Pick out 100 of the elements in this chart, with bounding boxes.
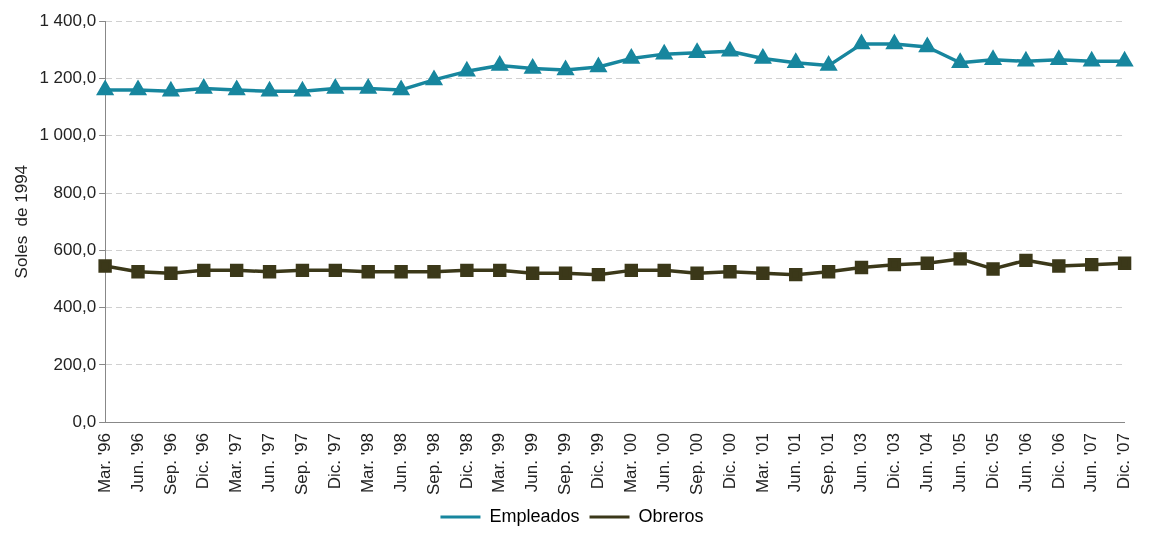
x-tick-label: Dic. '98	[456, 433, 476, 490]
point	[1085, 257, 1099, 272]
point	[427, 265, 441, 279]
point	[493, 263, 507, 278]
x-tick-label: Mar. '98	[357, 433, 377, 494]
y-tick-label: 1 200,0	[39, 68, 97, 88]
point	[1051, 51, 1067, 66]
y-tick-label: 800,0	[53, 182, 97, 202]
x-tick-label: Sep. '99	[555, 433, 575, 496]
x-tick-label: Dic. '97	[325, 433, 345, 490]
x-tick-label: Dic. '05	[982, 433, 1002, 490]
x-tick-label: Dic. '07	[1114, 433, 1134, 490]
x-tick-label: Dic. '99	[588, 433, 608, 490]
point	[656, 45, 672, 60]
point	[591, 267, 606, 282]
point	[952, 53, 968, 68]
y-tick-label: 0,0	[72, 411, 97, 431]
point	[721, 40, 739, 57]
point	[985, 51, 1001, 66]
point	[361, 265, 375, 279]
y-tick-label: 1 400,0	[39, 10, 97, 30]
point	[853, 35, 870, 50]
y-tick-label: 200,0	[53, 354, 97, 374]
x-tick-label: Jun. '96	[127, 433, 147, 493]
point	[164, 266, 178, 280]
point	[295, 263, 310, 278]
point	[623, 49, 640, 64]
point	[1115, 50, 1134, 67]
point	[690, 266, 704, 280]
point	[97, 81, 113, 96]
x-tick-label: Jun. '01	[785, 433, 805, 493]
x-tick-label: Sep. '97	[292, 433, 312, 496]
point	[460, 263, 474, 278]
y-tick-label: 400,0	[53, 297, 97, 317]
x-tick-label: Jun. '99	[522, 433, 542, 493]
point	[919, 38, 936, 53]
x-tick-label: Dic. '03	[884, 433, 904, 490]
x-tick-label: Mar. '99	[489, 433, 509, 494]
x-tick-label: Jun. '98	[390, 433, 410, 493]
point	[689, 43, 705, 58]
point	[1017, 50, 1035, 67]
x-tick-label: Mar. '97	[226, 433, 246, 494]
point	[98, 259, 112, 273]
point	[986, 262, 1000, 276]
point	[262, 265, 277, 279]
point	[491, 56, 508, 71]
point	[821, 265, 836, 279]
y-axis-title: Soles de 1994	[11, 164, 31, 279]
point	[789, 267, 803, 282]
point	[920, 256, 934, 270]
point	[130, 81, 146, 96]
point	[360, 79, 377, 94]
x-tick-label: Dic. '06	[1048, 433, 1068, 490]
point	[394, 265, 408, 279]
point	[260, 80, 279, 97]
point	[953, 252, 967, 266]
point	[1082, 50, 1101, 67]
point	[755, 49, 771, 64]
x-tick-label: Jun. '00	[653, 433, 673, 493]
x-tick-label: Jun. '04	[916, 433, 936, 493]
point	[557, 61, 574, 76]
x-tick-label: Sep. '98	[423, 433, 443, 496]
point	[525, 266, 540, 280]
x-tick-label: Jun. '06	[1015, 433, 1035, 493]
x-tick-label: Jun. '03	[851, 433, 871, 493]
x-tick-label: Mar. '00	[620, 433, 640, 494]
x-tick-label: Sep. '00	[686, 433, 706, 496]
point	[787, 53, 804, 68]
point	[723, 265, 737, 279]
y-tick-label: 600,0	[53, 240, 97, 259]
point	[162, 80, 180, 97]
point	[426, 71, 442, 86]
point	[1019, 253, 1033, 268]
point	[195, 79, 212, 94]
legend-label: Obreros	[638, 505, 704, 526]
point	[293, 80, 312, 97]
x-tick-label: Dic. '00	[719, 433, 739, 490]
point	[328, 263, 343, 278]
point	[524, 59, 541, 74]
point	[854, 260, 869, 275]
point	[228, 81, 245, 96]
point	[457, 60, 476, 77]
point	[820, 56, 837, 71]
point	[886, 35, 903, 50]
x-tick-label: Jun. '97	[259, 433, 279, 493]
point	[657, 263, 671, 278]
point	[197, 263, 211, 278]
point	[1117, 256, 1132, 270]
point	[131, 265, 145, 279]
x-tick-label: Mar. '01	[752, 433, 772, 494]
point	[624, 263, 638, 278]
x-tick-label: Mar. '96	[94, 433, 114, 494]
y-tick-label: 1 000,0	[39, 125, 97, 145]
point	[887, 257, 902, 272]
point	[590, 58, 607, 73]
x-tick-label: Jun. '05	[949, 433, 969, 493]
point	[327, 79, 344, 94]
point	[1052, 259, 1066, 273]
point	[229, 263, 244, 278]
point	[558, 266, 573, 280]
